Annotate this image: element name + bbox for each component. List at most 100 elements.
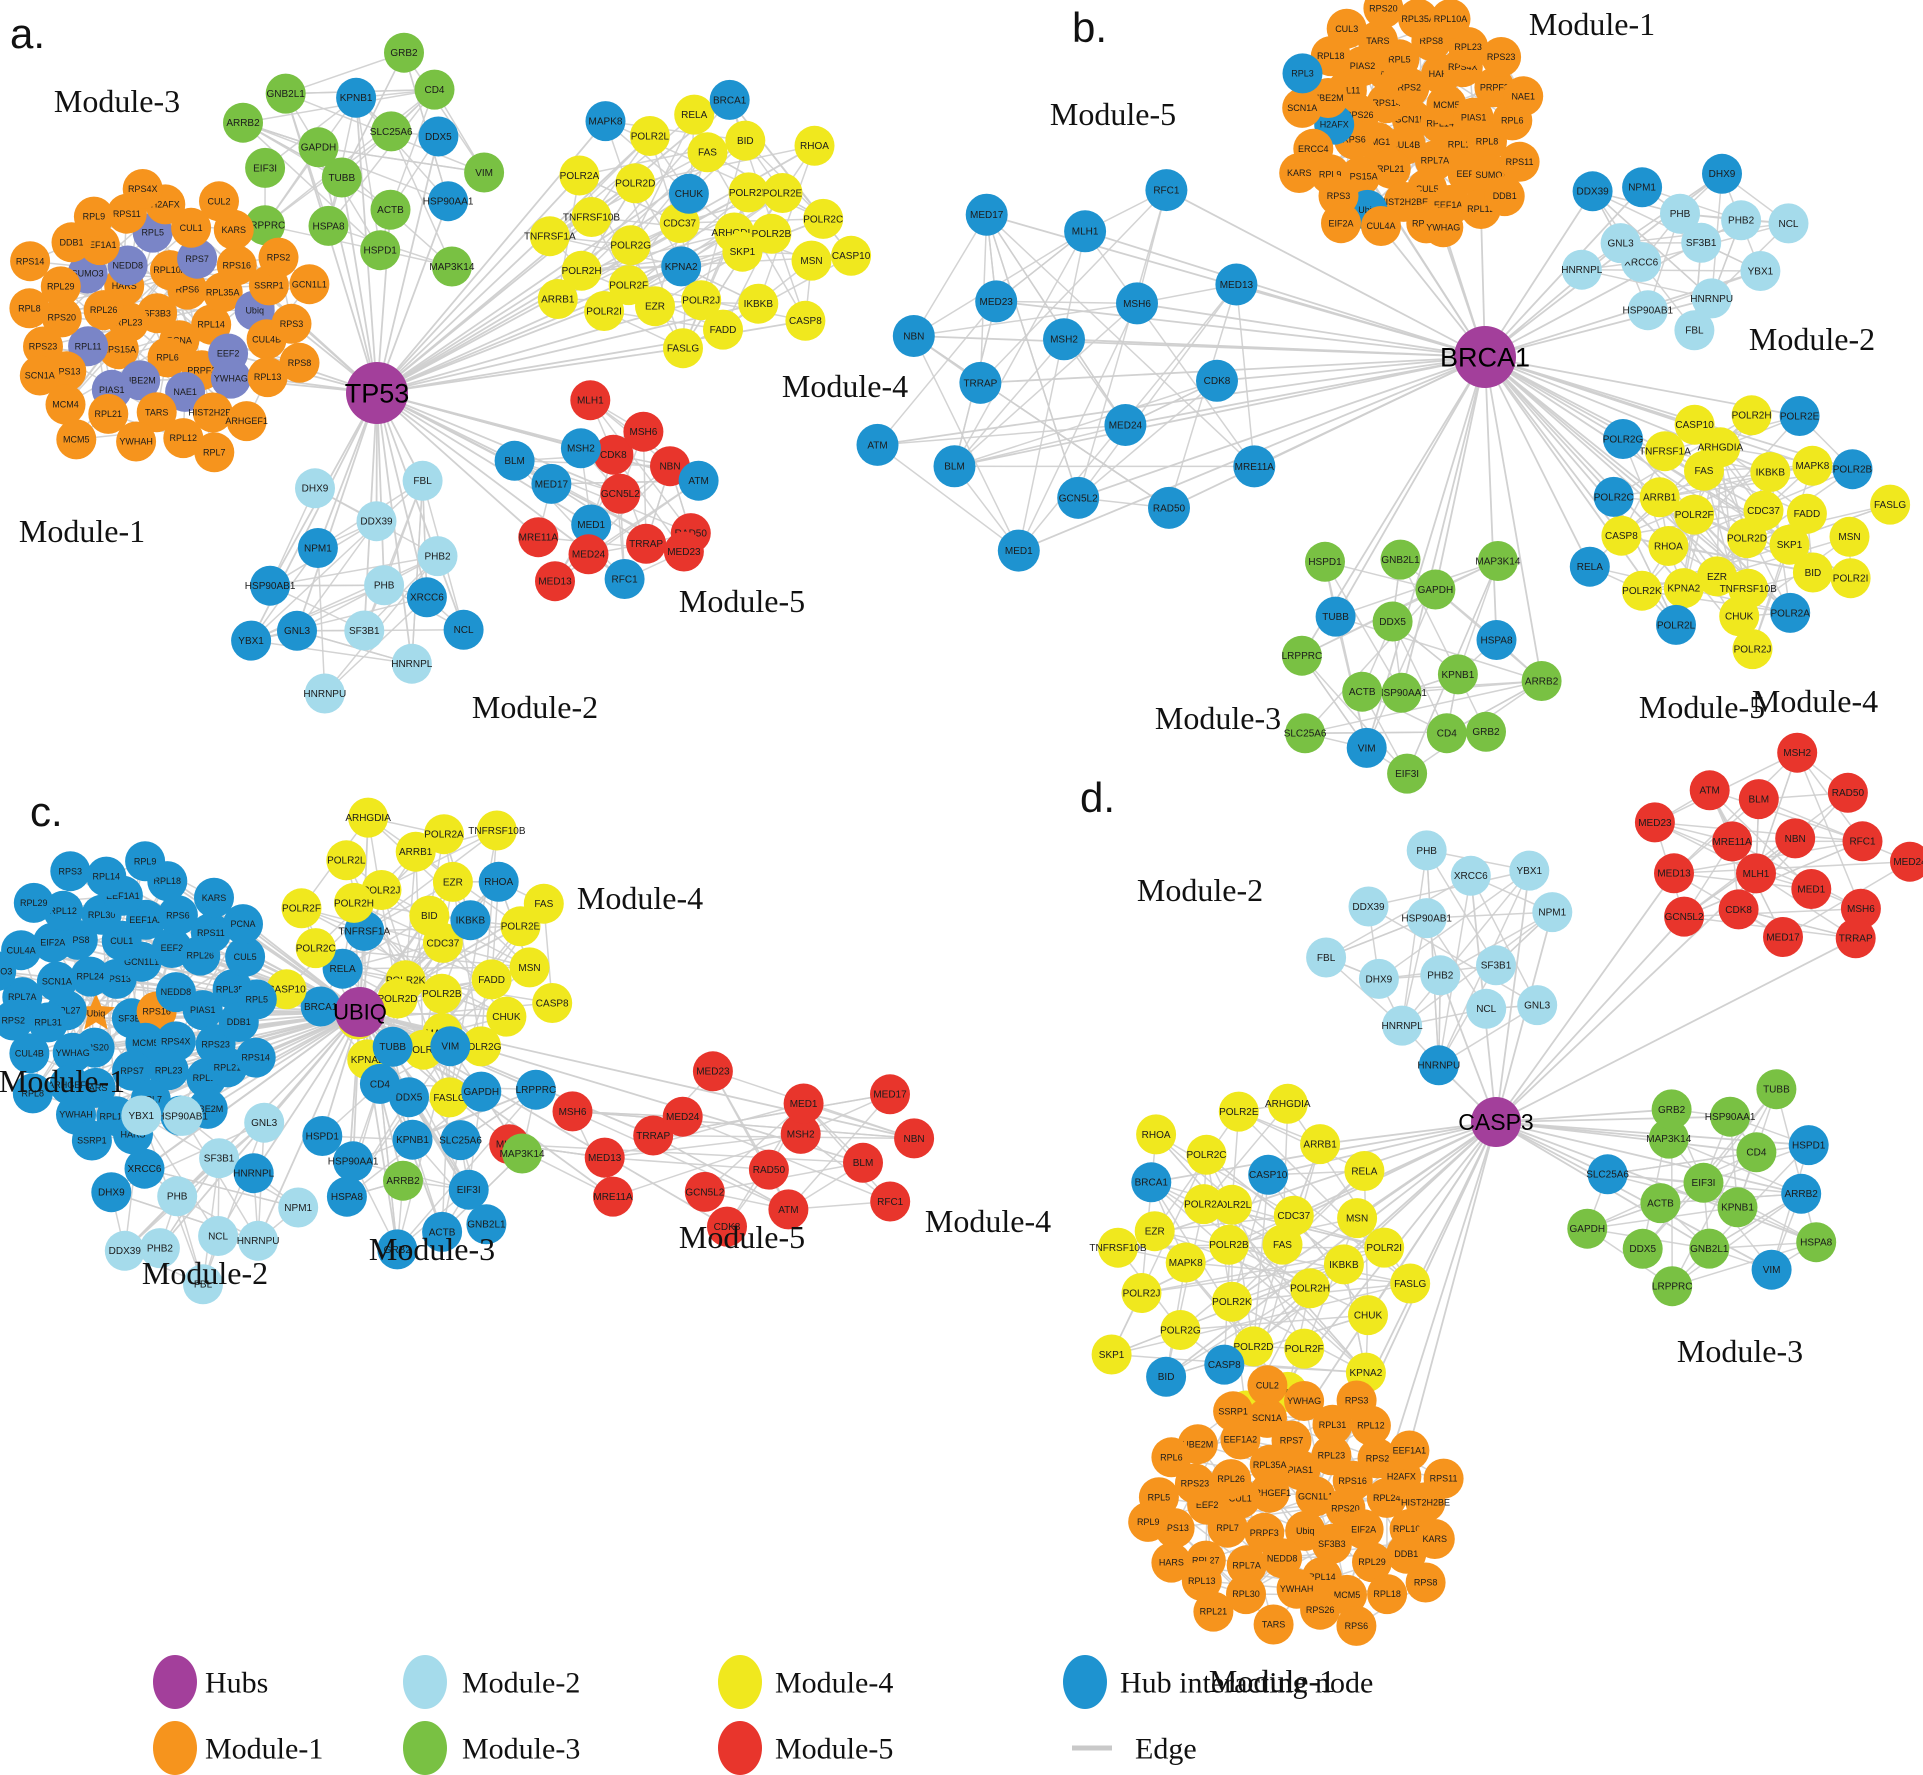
node-GCN5L2 xyxy=(1057,476,1100,519)
node-RPL29 xyxy=(40,266,81,307)
node-MED17 xyxy=(965,193,1008,236)
node-POLR2H xyxy=(561,250,602,291)
node-RPL6 xyxy=(1151,1437,1192,1478)
node-label: HSPA8 xyxy=(1800,1238,1832,1249)
node-SSRP1 xyxy=(71,1120,112,1161)
node-GRB2 xyxy=(384,32,424,73)
node-RPL7A xyxy=(1226,1545,1267,1586)
edge xyxy=(1426,850,1497,966)
node-TUBB xyxy=(1756,1069,1797,1110)
node-POLR2A xyxy=(424,814,464,855)
node-label: RPL10A xyxy=(153,265,187,275)
node-label: ARHGDIA xyxy=(1698,443,1744,454)
node-RAD50 xyxy=(1148,486,1190,529)
node-POLR2L xyxy=(1212,1184,1252,1225)
node-RPS11 xyxy=(1499,141,1540,182)
node-MED13 xyxy=(535,561,575,602)
node-label: CUL5 xyxy=(234,952,257,962)
node-label: RPS23 xyxy=(1181,1479,1210,1489)
node-label: RPS3 xyxy=(1345,1396,1369,1406)
hub-edge xyxy=(1084,230,1486,358)
node-label: PIAS1 xyxy=(1461,113,1487,123)
node-label: PHB xyxy=(1670,209,1691,220)
edge xyxy=(1180,1314,1369,1331)
node-POLR2H xyxy=(1290,1268,1331,1309)
module-label: Module-5 xyxy=(679,583,805,619)
node-SLC25A6 xyxy=(371,111,412,152)
node-label: XRCC6 xyxy=(1624,257,1658,268)
node-BID xyxy=(409,895,450,936)
edge xyxy=(414,851,425,1050)
edge xyxy=(390,131,453,267)
node-LRPPRC xyxy=(1281,635,1322,676)
node-label: KARS xyxy=(1423,1534,1448,1544)
node-label: CDC37 xyxy=(1277,1211,1310,1222)
edge xyxy=(605,120,735,234)
label-layer: Module-3 Module-4 Module-1 Module-2 Module-5… xyxy=(10,10,908,725)
node-BLM xyxy=(843,1142,883,1183)
node-label: MCM5 xyxy=(1334,1590,1361,1600)
node-RPS7 xyxy=(112,1050,153,1091)
node-BID xyxy=(1146,1356,1187,1397)
module-label: Module-4 xyxy=(925,1203,1051,1239)
node-RPS23 xyxy=(23,326,63,367)
legend-label: Module-2 xyxy=(462,1667,580,1700)
legend-swatch-module-3 xyxy=(403,1721,447,1775)
hub-edge xyxy=(1334,356,1486,618)
node-RPL9 xyxy=(73,196,114,237)
node-label: UBE2M xyxy=(1182,1439,1213,1449)
edge xyxy=(1368,905,1538,1006)
node-POLR2F xyxy=(281,888,322,929)
node-label: POLR2B xyxy=(752,229,792,240)
node-label: DDB1 xyxy=(59,237,83,247)
node-DDX5 xyxy=(418,116,459,157)
node-label: HARS xyxy=(112,281,137,291)
node-CDC37 xyxy=(1273,1195,1314,1236)
node-label: TARS xyxy=(84,1083,107,1093)
node-SSRP1 xyxy=(1213,1391,1254,1432)
node-label: Ubiq xyxy=(1296,1526,1315,1536)
node-MAPK8 xyxy=(585,101,626,142)
node-label: BRCA1 xyxy=(1135,1178,1169,1189)
edge xyxy=(652,1134,789,1211)
panel-d-module-5: MLH1 NBN MED1 MRE11A RFC1 CDK8 BLM MSH6 MED13 RAD… xyxy=(1634,732,1923,959)
node-label: MED24 xyxy=(1109,420,1143,431)
node-HSPA8 xyxy=(308,205,349,246)
edge xyxy=(1671,1193,1802,1287)
node-MSH2 xyxy=(1777,732,1818,773)
node-RPS15A xyxy=(98,329,139,370)
node-MLH1 xyxy=(1064,210,1107,253)
node-label: RPS6 xyxy=(1345,1621,1369,1631)
node-label: RPS11 xyxy=(1430,1474,1458,1484)
node-label: SF3B3 xyxy=(143,308,171,318)
node-ARRB2 xyxy=(383,1160,423,1201)
legend-swatch-module-4 xyxy=(718,1655,762,1709)
node-label: GNB2L1 xyxy=(467,1220,506,1231)
node-label: RPL8 xyxy=(1476,136,1499,146)
node-RFC1 xyxy=(1145,169,1188,212)
node-label: RPL29 xyxy=(47,281,75,291)
node-FBL xyxy=(183,1264,223,1305)
hub-edge xyxy=(1319,1121,1497,1145)
node-MSN xyxy=(791,240,832,281)
node-label: FASLG xyxy=(433,1093,465,1104)
node-SF3B1 xyxy=(199,1138,240,1179)
legend-swatch-hub-interacting-node xyxy=(1063,1655,1107,1709)
node-label: HNRNPL xyxy=(233,1169,275,1180)
node-label: SF3B1 xyxy=(1686,238,1717,249)
node-MED13 xyxy=(1654,853,1694,894)
node-KPNB1 xyxy=(1717,1187,1758,1228)
edge xyxy=(363,480,424,631)
node-label: POLR2H xyxy=(334,898,374,909)
node-label: PHB xyxy=(374,581,395,592)
node-KARS xyxy=(1414,1519,1455,1559)
node-label: RPL30 xyxy=(1232,1589,1260,1599)
node-label: EIF3I xyxy=(457,1185,481,1196)
node-PHB xyxy=(1406,830,1447,871)
node-ACTB xyxy=(422,1211,463,1252)
node-label: ERCC4 xyxy=(1298,144,1329,154)
module-label: Module-1 xyxy=(0,1063,125,1099)
panel-letter: b. xyxy=(1072,4,1107,51)
hub-edge xyxy=(996,300,1486,358)
node-label: SCN1A xyxy=(25,371,55,381)
